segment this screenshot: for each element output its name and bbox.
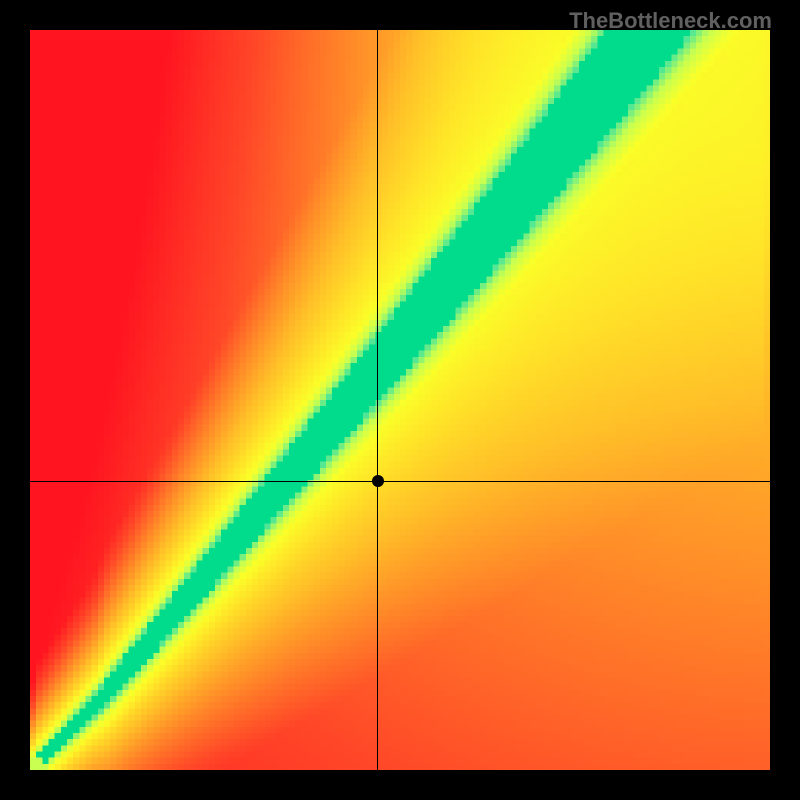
crosshair-horizontal: [30, 481, 770, 482]
watermark-text: TheBottleneck.com: [569, 8, 772, 34]
chart-container: TheBottleneck.com: [0, 0, 800, 800]
heatmap-plot: [30, 30, 770, 770]
crosshair-vertical: [377, 30, 378, 770]
heatmap-canvas: [30, 30, 770, 770]
